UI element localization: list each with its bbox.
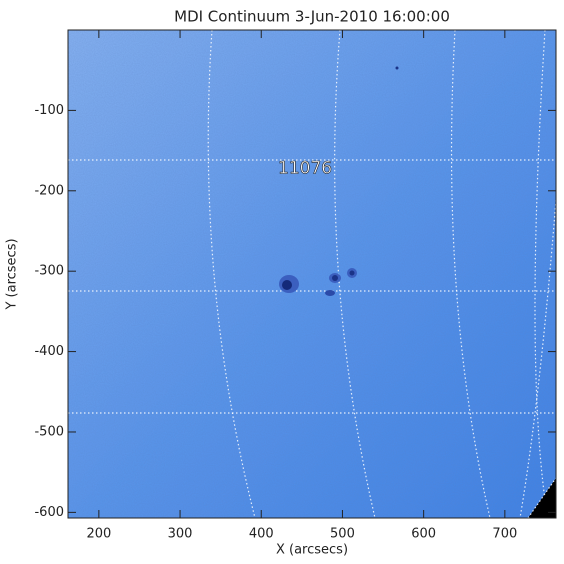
x-tick-label: 200	[86, 527, 111, 542]
sunspots	[279, 66, 399, 296]
y-tick-label: -600	[34, 505, 64, 520]
x-tick-label: 700	[492, 527, 517, 542]
x-tick-label: 500	[330, 527, 355, 542]
x-tick-label: 400	[249, 527, 274, 542]
x-tick-label: 300	[168, 527, 193, 542]
solar-image	[68, 30, 556, 518]
x-axis-label: X (arcsecs)	[276, 543, 348, 558]
chart-title: MDI Continuum 3-Jun-2010 16:00:00	[174, 8, 450, 26]
annotation: 11076	[278, 158, 332, 178]
y-axis-label: Y (arcsecs)	[5, 238, 20, 310]
y-tick-label: -100	[34, 103, 64, 118]
x-tick-label: 600	[411, 527, 436, 542]
y-tick-label: -500	[34, 424, 64, 439]
plot-frame	[67, 29, 557, 519]
y-tick-label: -400	[34, 344, 64, 359]
y-tick-label: -200	[34, 183, 64, 198]
y-tick-label: -300	[34, 264, 64, 279]
